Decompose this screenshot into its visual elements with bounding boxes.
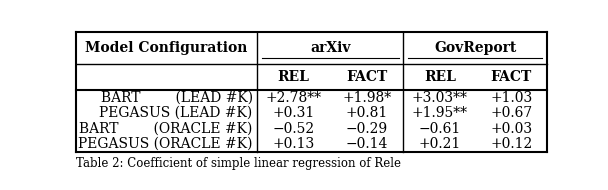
Text: −0.29: −0.29 — [346, 121, 388, 135]
Text: BART        (ORACLE #K): BART (ORACLE #K) — [79, 121, 253, 135]
Text: −0.61: −0.61 — [419, 121, 461, 135]
Text: +0.12: +0.12 — [490, 137, 533, 151]
Text: arXiv: arXiv — [310, 41, 351, 55]
Text: +0.03: +0.03 — [490, 121, 533, 135]
Text: Model Configuration: Model Configuration — [85, 41, 248, 55]
Text: +0.21: +0.21 — [419, 137, 461, 151]
Text: FACT: FACT — [346, 70, 387, 84]
Text: +0.31: +0.31 — [272, 106, 315, 120]
Text: Table 2: Coefficient of simple linear regression of Rele: Table 2: Coefficient of simple linear re… — [76, 157, 401, 170]
Text: BART        (LEAD #K): BART (LEAD #K) — [100, 91, 253, 105]
Text: PEGASUS (ORACLE #K): PEGASUS (ORACLE #K) — [78, 137, 253, 151]
Text: REL: REL — [424, 70, 456, 84]
Text: +2.78**: +2.78** — [266, 91, 322, 105]
Text: +1.95**: +1.95** — [412, 106, 468, 120]
Text: +0.13: +0.13 — [272, 137, 315, 151]
Text: +1.03: +1.03 — [490, 91, 533, 105]
Text: FACT: FACT — [491, 70, 532, 84]
Text: −0.52: −0.52 — [272, 121, 315, 135]
Text: +0.81: +0.81 — [345, 106, 388, 120]
Text: REL: REL — [278, 70, 309, 84]
Text: −0.14: −0.14 — [345, 137, 388, 151]
Text: +0.67: +0.67 — [490, 106, 533, 120]
Text: +3.03**: +3.03** — [412, 91, 468, 105]
Text: +1.98*: +1.98* — [342, 91, 392, 105]
Text: PEGASUS (LEAD #K): PEGASUS (LEAD #K) — [100, 106, 253, 120]
Text: GovReport: GovReport — [434, 41, 516, 55]
